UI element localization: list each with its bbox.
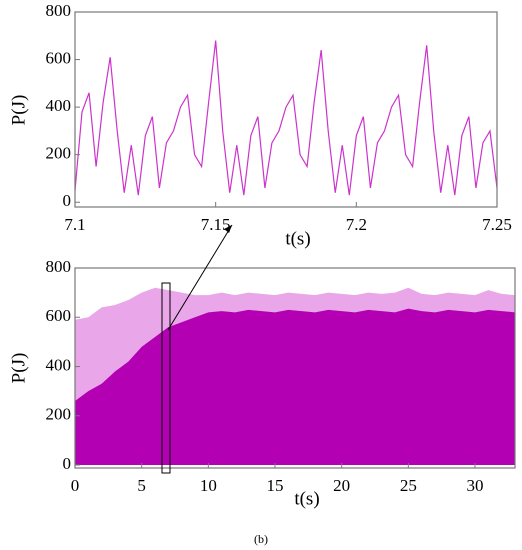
y-tick-label: 800: [46, 257, 72, 276]
arrow-head: [224, 225, 232, 233]
x-tick-label: 20: [333, 476, 350, 495]
zoom-box: [161, 282, 171, 474]
y-tick-label: 400: [46, 96, 72, 115]
x-tick-label: 7.2: [346, 215, 367, 234]
x-tick-label: 7.1: [64, 215, 85, 234]
x-tick-label: 7.25: [482, 215, 512, 234]
core-band: [75, 308, 515, 466]
plot-frame: [74, 11, 498, 208]
y-tick-label: 600: [46, 306, 72, 325]
plot: 0 200 400 600 800 7.1 7.15 7.2 7.25 t(s) P(J): [8, 1, 512, 249]
x-axis-label: t(s): [294, 488, 319, 509]
x-tick-label: 25: [400, 476, 417, 495]
caption: (b): [254, 532, 268, 546]
x-tick-label: 30: [467, 476, 484, 495]
y-tick-label: 400: [46, 355, 72, 374]
y-tick-label: 600: [46, 48, 72, 67]
y-tick-label: 0: [63, 454, 72, 473]
zoom-arrow: [167, 224, 233, 331]
x-tick-label: 15: [267, 476, 284, 495]
y-tick-label: 0: [63, 191, 72, 210]
x-tick-label: 5: [137, 476, 146, 495]
y-axis-label: P(J): [8, 353, 29, 384]
y-tick-label: 200: [46, 144, 72, 163]
plot-frame: [74, 267, 516, 469]
y-axis-label: P(J): [8, 95, 29, 126]
x-axis-label: t(s): [285, 228, 310, 249]
x-tick-label: 0: [71, 476, 80, 495]
plot: 0 200 400 600 800 0 5 10 15 20 25 30 t(s) P(J): [8, 257, 516, 509]
y-tick-label: 800: [46, 1, 72, 20]
y-tick-label: 200: [46, 405, 72, 424]
data-line: [74, 40, 498, 196]
x-tick-label: 7.15: [201, 215, 231, 234]
x-tick-label: 10: [200, 476, 217, 495]
